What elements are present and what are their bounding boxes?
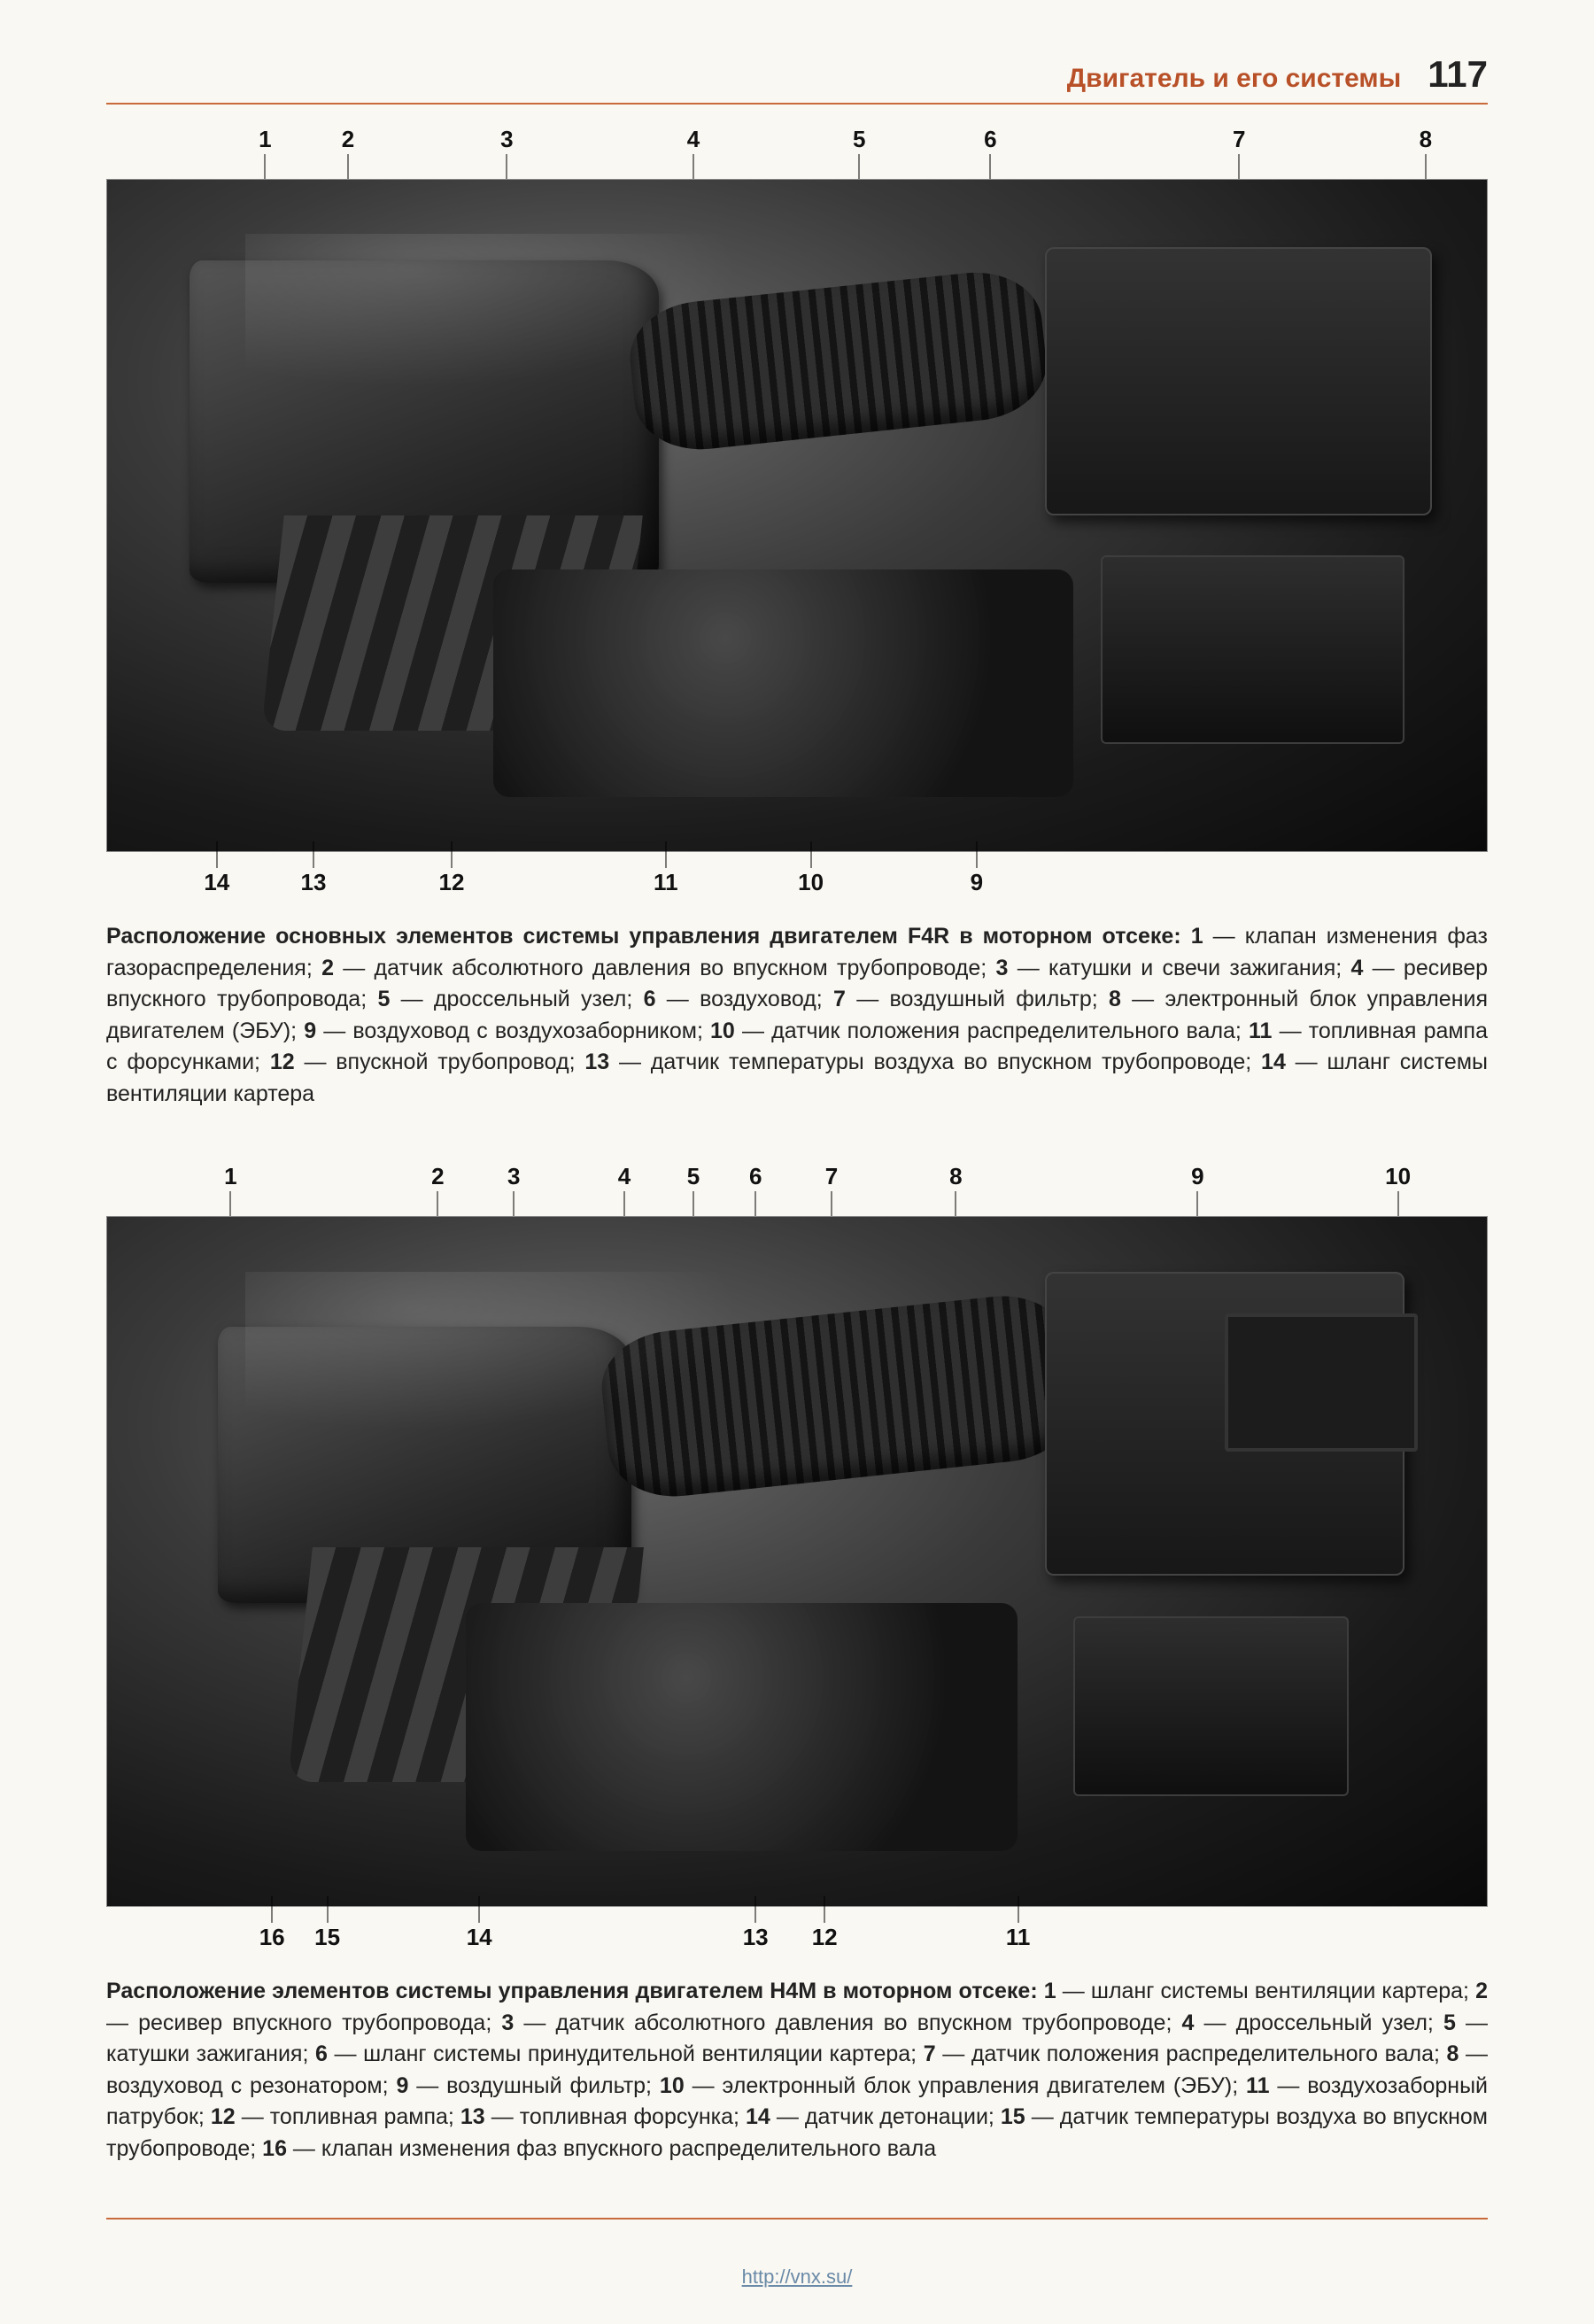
- callout-label: 15: [314, 1924, 340, 1951]
- page-header: Двигатель и его системы 117: [106, 53, 1488, 105]
- figure2-photo: [106, 1216, 1488, 1907]
- callout-label: 1: [224, 1163, 236, 1190]
- page: Двигатель и его системы 117 12345678 141…: [0, 0, 1594, 2324]
- callout-leader: [272, 1896, 273, 1923]
- figure2-bottom-callouts: 16 15 14 13 12 11: [106, 1907, 1488, 1951]
- callout-label: 8: [949, 1163, 962, 1190]
- figure-f4r: 12345678 14131211109: [106, 126, 1488, 896]
- callout-leader: [665, 841, 666, 868]
- callout-label: 11: [654, 869, 678, 896]
- callout-leader: [824, 1896, 825, 1923]
- callout-label: 7: [1233, 126, 1245, 153]
- callout-label: 2: [342, 126, 354, 153]
- callout-label: 10: [798, 869, 824, 896]
- callout-label: 4: [618, 1163, 631, 1190]
- callout-label: 9: [971, 869, 983, 896]
- callout-label: 3: [500, 126, 513, 153]
- callout-label: 14: [467, 1924, 492, 1951]
- callout-label: 10: [1385, 1163, 1411, 1190]
- figure1-bottom-callouts: 14 13 12 11 10 9: [106, 852, 1488, 896]
- section-title: Двигатель и его системы: [1067, 64, 1401, 94]
- callout-leader: [216, 841, 217, 868]
- callout-leader: [976, 841, 977, 868]
- callout-leader: [479, 1896, 480, 1923]
- callout-label: 6: [984, 126, 996, 153]
- callout-leader: [755, 1896, 756, 1923]
- figure1-photo: [106, 179, 1488, 852]
- callout-leader: [452, 841, 453, 868]
- callout-label: 6: [749, 1163, 762, 1190]
- callout-leader: [327, 1896, 328, 1923]
- callout-label: 5: [853, 126, 865, 153]
- callout-label: 13: [301, 869, 327, 896]
- callout-label: 9: [1191, 1163, 1203, 1190]
- figure-h4m: 12345678910 161514131211: [106, 1163, 1488, 1951]
- callout-label: 11: [1006, 1924, 1031, 1951]
- callout-label: 12: [812, 1924, 838, 1951]
- callout-label: 16: [259, 1924, 285, 1951]
- callout-leader: [810, 841, 811, 868]
- callout-label: 4: [687, 126, 700, 153]
- callout-label: 8: [1420, 126, 1432, 153]
- callout-label: 13: [743, 1924, 769, 1951]
- footer-link[interactable]: http://vnx.su/: [106, 2266, 1488, 2289]
- callout-label: 14: [204, 869, 229, 896]
- callout-label: 5: [687, 1163, 700, 1190]
- callout-label: 12: [439, 869, 465, 896]
- callout-leader: [313, 841, 314, 868]
- bottom-rule: [106, 2218, 1488, 2219]
- callout-label: 7: [825, 1163, 838, 1190]
- figure1-top-callouts: 1 2 3 4 5 6 7 8: [106, 126, 1488, 179]
- page-number: 117: [1428, 53, 1488, 96]
- figure1-caption: Расположение основных элементов системы …: [106, 921, 1488, 1110]
- figure2-caption: Расположение элементов системы управлени…: [106, 1976, 1488, 2165]
- callout-label: 2: [431, 1163, 444, 1190]
- callout-label: 1: [259, 126, 271, 153]
- callout-label: 3: [507, 1163, 520, 1190]
- figure2-top-callouts: 1 2 3 4 5 6 7 8 9 10: [106, 1163, 1488, 1216]
